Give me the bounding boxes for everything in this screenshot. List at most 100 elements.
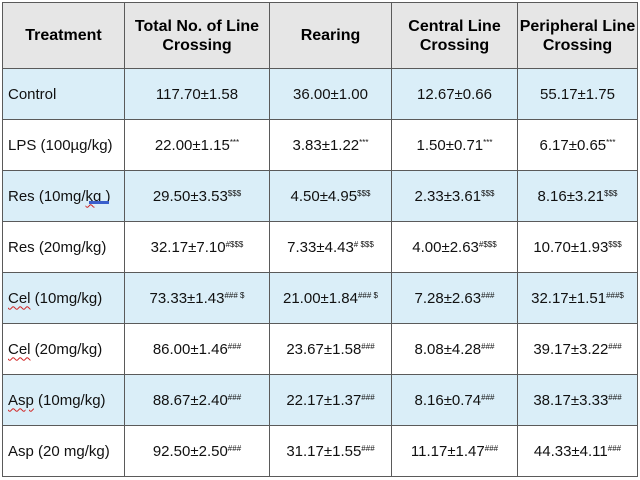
table-body: Control 117.70±1.58 36.00±1.00 12.67±0.66 55… <box>2 68 638 477</box>
rearing-cell: 31.17±1.55### <box>269 425 392 477</box>
rearing-cell: 7.33±4.43# $$$ <box>269 221 392 273</box>
rearing-cell: 22.17±1.37### <box>269 374 392 426</box>
mean-sem-value: 39.17±3.22 <box>533 340 609 358</box>
table-row: Cel (20mg/kg) 86.00±1.46### 23.67±1.58### 8… <box>2 323 638 375</box>
significance-marker: ### <box>481 290 495 300</box>
significance-marker: *** <box>359 137 369 147</box>
mean-sem-value: 117.70±1.58 <box>155 85 239 103</box>
mean-sem-value: 44.33±4.11 <box>533 442 608 460</box>
treatment-label-part: (20mg/kg) <box>30 340 103 358</box>
central-line-crossing-cell: 4.00±2.63#$$$ <box>391 221 518 273</box>
peripheral-line-crossing-cell: 10.70±1.93$$$ <box>517 221 638 273</box>
central-line-crossing-cell: 7.28±2.63### <box>391 272 518 324</box>
mean-sem-value: 2.33±3.61 <box>414 187 482 205</box>
mean-sem-value: 3.83±1.22 <box>292 136 360 154</box>
mean-sem-value: 8.16±0.74 <box>414 391 482 409</box>
significance-marker: $$$ <box>608 239 622 249</box>
central-line-crossing-cell: 2.33±3.61$$$ <box>391 170 518 222</box>
treatment-cell: Asp (20 mg/kg) <box>2 425 125 477</box>
treatment-label-part: (10mg/kg) <box>33 391 106 409</box>
treatment-cell: Res (20mg/kg) <box>2 221 125 273</box>
mean-sem-value: 23.67±1.58 <box>286 340 362 358</box>
treatment-cell: Cel (10mg/kg) <box>2 272 125 324</box>
header-peripheral-line-crossing: Peripheral Line Crossing <box>517 2 638 69</box>
treatment-cell: Cel (20mg/kg) <box>2 323 125 375</box>
treatment-cell: LPS (100µg/kg) <box>2 119 125 171</box>
mean-sem-value: 1.50±0.71 <box>416 136 484 154</box>
peripheral-line-crossing-cell: 39.17±3.22### <box>517 323 638 375</box>
header-total-line-crossing: Total No. of Line Crossing <box>124 2 270 69</box>
treatment-label-part: Control <box>8 85 57 103</box>
mean-sem-value: 86.00±1.46 <box>152 340 228 358</box>
central-line-crossing-cell: 11.17±1.47### <box>391 425 518 477</box>
rearing-cell: 21.00±1.84### $ <box>269 272 392 324</box>
rearing-cell: 23.67±1.58### <box>269 323 392 375</box>
mean-sem-value: 7.33±4.43 <box>287 238 354 256</box>
significance-marker: ### <box>608 392 622 402</box>
mean-sem-value: 22.00±1.15 <box>154 136 230 154</box>
rearing-cell: 3.83±1.22*** <box>269 119 392 171</box>
central-line-crossing-cell: 1.50±0.71*** <box>391 119 518 171</box>
mean-sem-value: 21.00±1.84 <box>283 289 358 307</box>
treatment-label-flagged-word: Cel <box>8 289 31 307</box>
header-treatment: Treatment <box>2 2 125 69</box>
significance-marker: $$$ <box>604 188 618 198</box>
total-line-crossing-cell: 86.00±1.46### <box>124 323 270 375</box>
total-line-crossing-cell: 32.17±7.10#$$$ <box>124 221 270 273</box>
table-row: Res (10mg/kg ) 29.50±3.53$$$ 4.50±4.95$$$ 2… <box>2 170 638 222</box>
treatment-label-part: Asp (20 mg/kg) <box>8 442 110 460</box>
mean-sem-value: 11.17±1.47 <box>410 442 485 460</box>
significance-marker: #$$$ <box>478 239 497 249</box>
significance-marker: ### <box>361 341 375 351</box>
peripheral-line-crossing-cell: 32.17±1.51###$ <box>517 272 638 324</box>
mean-sem-value: 4.00±2.63 <box>412 238 479 256</box>
significance-marker: ### <box>227 341 242 351</box>
mean-sem-value: 38.17±3.33 <box>533 391 609 409</box>
mean-sem-value: 88.67±2.40 <box>152 391 228 409</box>
treatment-label-part: Res (20mg/kg) <box>8 238 107 256</box>
significance-marker: ### <box>227 392 242 402</box>
mean-sem-value: 31.17±1.55 <box>286 442 362 460</box>
total-line-crossing-cell: 29.50±3.53$$$ <box>124 170 270 222</box>
significance-marker: $$$ <box>481 188 495 198</box>
mean-sem-value: 22.17±1.37 <box>286 391 362 409</box>
header-rearing: Rearing <box>269 2 392 69</box>
significance-marker: ### <box>607 443 622 453</box>
central-line-crossing-cell: 12.67±0.66 <box>391 68 518 120</box>
significance-marker: $$$ <box>357 188 371 198</box>
treatment-cell: Asp (10mg/kg) <box>2 374 125 426</box>
mean-sem-value: 7.28±2.63 <box>414 289 482 307</box>
table-row: Control 117.70±1.58 36.00±1.00 12.67±0.66 55… <box>2 68 638 120</box>
treatment-label-flagged-word: Asp <box>8 391 34 409</box>
total-line-crossing-cell: 117.70±1.58 <box>124 68 270 120</box>
peripheral-line-crossing-cell: 55.17±1.75 <box>517 68 638 120</box>
total-line-crossing-cell: 73.33±1.43### $ <box>124 272 270 324</box>
table-row: Cel (10mg/kg) 73.33±1.43### $21.00±1.84##… <box>2 272 638 324</box>
mean-sem-value: 8.08±4.28 <box>414 340 482 358</box>
rearing-cell: 4.50±4.95$$$ <box>269 170 392 222</box>
treatment-label-part: (10mg/kg) <box>30 289 103 307</box>
significance-marker: # $$$ <box>353 239 374 249</box>
peripheral-line-crossing-cell: 38.17±3.33### <box>517 374 638 426</box>
mean-sem-value: 6.17±0.65 <box>539 136 607 154</box>
central-line-crossing-cell: 8.08±4.28### <box>391 323 518 375</box>
significance-marker: ### <box>481 392 495 402</box>
significance-marker: ### <box>227 443 242 453</box>
peripheral-line-crossing-cell: 8.16±3.21$$$ <box>517 170 638 222</box>
significance-marker: *** <box>606 137 616 147</box>
total-line-crossing-cell: 22.00±1.15*** <box>124 119 270 171</box>
total-line-crossing-cell: 92.50±2.50### <box>124 425 270 477</box>
significance-marker: ### <box>481 341 495 351</box>
mean-sem-value: 8.16±3.21 <box>537 187 605 205</box>
header-row: Treatment Total No. of Line Crossing Rea… <box>2 2 638 69</box>
mean-sem-value: 29.50±3.53 <box>152 187 228 205</box>
treatment-cell: Res (10mg/kg ) <box>2 170 125 222</box>
table-row: Asp (10mg/kg) 88.67±2.40### 22.17±1.37### 8… <box>2 374 638 426</box>
selection-mark <box>88 200 109 204</box>
mean-sem-value: 10.70±1.93 <box>533 238 609 256</box>
mean-sem-value: 4.50±4.95 <box>290 187 358 205</box>
treatment-label-flagged-word: kg <box>85 187 102 205</box>
table-row: Asp (20 mg/kg) 92.50±2.50### 31.17±1.55###… <box>2 425 638 477</box>
mean-sem-value: 73.33±1.43 <box>149 289 225 307</box>
